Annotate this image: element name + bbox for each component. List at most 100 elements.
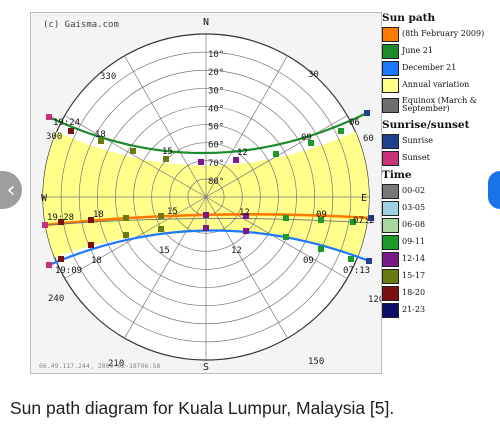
legend-item-time: 15-17 bbox=[382, 268, 494, 284]
legend-swatch bbox=[382, 302, 399, 318]
legend-time-list: 00-02 03-05 06-08 09-11 12-14 15-17 18-20 21-23 bbox=[382, 183, 494, 318]
sunrise-sunset-marker bbox=[368, 215, 374, 221]
hour-label: 18 bbox=[95, 130, 106, 140]
legend-label: Equinox (March & September) bbox=[402, 95, 477, 113]
hour-marker bbox=[58, 219, 64, 225]
hour-label: 12 bbox=[231, 246, 242, 256]
legend: Sun path (8th February 2009) June 21 Dec… bbox=[382, 12, 494, 352]
hour-label: 18 bbox=[91, 256, 102, 266]
elevation-label: 10° bbox=[208, 50, 224, 60]
sunrise-sunset-marker bbox=[46, 114, 52, 120]
legend-item-june21: June 21 bbox=[382, 43, 494, 59]
image-caption: Sun path diagram for Kuala Lumpur, Malay… bbox=[10, 398, 395, 418]
legend-item-equinox: Equinox (March & September) bbox=[382, 94, 494, 116]
hour-label: 15 bbox=[159, 246, 170, 256]
legend-label: 06-08 bbox=[402, 219, 426, 229]
elevation-label: 20° bbox=[208, 68, 224, 78]
legend-label: 00-02 bbox=[402, 185, 426, 195]
hour-marker bbox=[318, 217, 324, 223]
azimuth-label: 330 bbox=[100, 72, 116, 82]
hour-marker bbox=[163, 156, 169, 162]
hour-marker bbox=[318, 246, 324, 252]
azimuth-label: 60 bbox=[363, 134, 374, 144]
hour-marker bbox=[88, 242, 94, 248]
hour-label: 09 bbox=[316, 210, 327, 220]
sunrise-sunset-marker bbox=[364, 110, 370, 116]
footer-text: 66.49.117.244, 2009-02-18T06:58 bbox=[39, 362, 160, 370]
previous-image-button[interactable]: ‹ bbox=[0, 171, 22, 209]
legend-swatch bbox=[382, 150, 399, 166]
legend-label: 12-14 bbox=[402, 253, 426, 263]
elevation-label: 30° bbox=[208, 86, 224, 96]
hour-marker bbox=[98, 138, 104, 144]
legend-item-time: 03-05 bbox=[382, 200, 494, 216]
elevation-label: 50° bbox=[208, 123, 224, 133]
azimuth-label: 120 bbox=[368, 295, 381, 305]
azimuth-line bbox=[124, 196, 207, 339]
time-label-equinox-rise: 07:2 bbox=[353, 216, 375, 226]
legend-item-time: 12-14 bbox=[382, 251, 494, 267]
compass-e: E bbox=[361, 193, 367, 204]
azimuth-label: 30 bbox=[308, 70, 319, 80]
time-label-summer-rise: 06 bbox=[349, 118, 360, 128]
hour-marker bbox=[203, 212, 209, 218]
legend-item-dec21: December 21 bbox=[382, 60, 494, 76]
hour-label: 15 bbox=[167, 207, 178, 217]
hour-marker bbox=[350, 219, 356, 225]
legend-swatch bbox=[382, 285, 399, 301]
time-label-summer-set: 19:24 bbox=[53, 118, 80, 128]
hour-marker bbox=[198, 159, 204, 165]
legend-item-time: 09-11 bbox=[382, 234, 494, 250]
june-path bbox=[48, 112, 368, 155]
hour-marker bbox=[203, 225, 209, 231]
elevation-label: 60° bbox=[208, 141, 224, 151]
azimuth-line bbox=[64, 115, 207, 198]
hour-label: 18 bbox=[93, 210, 104, 220]
hour-label: 15 bbox=[162, 147, 173, 157]
elevation-label: 80° bbox=[208, 177, 224, 187]
legend-swatch bbox=[382, 183, 399, 199]
legend-label: Annual variation bbox=[402, 79, 470, 89]
sunrise-sunset-marker bbox=[46, 262, 52, 268]
hour-marker bbox=[243, 213, 249, 219]
legend-item-sunrise: Sunrise bbox=[382, 133, 494, 149]
hour-label: 09 bbox=[301, 133, 312, 143]
legend-item-time: 21-23 bbox=[382, 302, 494, 318]
legend-label: Sunset bbox=[402, 152, 430, 162]
hour-marker bbox=[58, 256, 64, 262]
legend-item-feb8: (8th February 2009) bbox=[382, 26, 494, 42]
hour-label: 09 bbox=[303, 256, 314, 266]
hour-label: 12 bbox=[237, 148, 248, 158]
next-image-button[interactable] bbox=[488, 171, 500, 209]
compass-w: W bbox=[41, 193, 48, 204]
hour-marker bbox=[243, 228, 249, 234]
hour-marker bbox=[68, 128, 74, 134]
legend-item-time: 00-02 bbox=[382, 183, 494, 199]
sun-path-svg: (c) Gaisma.com 10° 20° 30° 40° 50° 60° 70° 80° 3… bbox=[39, 17, 381, 373]
hour-label: 12 bbox=[239, 208, 250, 218]
time-label-winter-set: 19:09 bbox=[55, 266, 82, 276]
sunrise-sunset-marker bbox=[366, 258, 372, 264]
hour-marker bbox=[158, 226, 164, 232]
sunrise-sunset-marker bbox=[42, 222, 48, 228]
legend-label: Sunrise bbox=[402, 135, 434, 145]
copyright-text: (c) Gaisma.com bbox=[43, 20, 119, 30]
azimuth-line bbox=[205, 196, 288, 339]
legend-swatch bbox=[382, 60, 399, 76]
legend-swatch bbox=[382, 77, 399, 93]
hour-marker bbox=[233, 157, 239, 163]
hour-marker bbox=[348, 256, 354, 262]
elevation-label: 40° bbox=[208, 104, 224, 114]
sun-path-diagram: (c) Gaisma.com 10° 20° 30° 40° 50° 60° 70° 80° 3… bbox=[30, 12, 382, 374]
azimuth-label: 240 bbox=[48, 294, 64, 304]
hour-marker bbox=[338, 128, 344, 134]
legend-swatch bbox=[382, 133, 399, 149]
legend-item-annual: Annual variation bbox=[382, 77, 494, 93]
legend-label: 18-20 bbox=[402, 287, 426, 297]
azimuth-label: 300 bbox=[46, 132, 62, 142]
legend-swatch bbox=[382, 217, 399, 233]
hour-marker bbox=[273, 151, 279, 157]
hour-marker bbox=[283, 215, 289, 221]
legend-time-title: Time bbox=[382, 169, 412, 181]
legend-label: 21-23 bbox=[402, 304, 426, 314]
